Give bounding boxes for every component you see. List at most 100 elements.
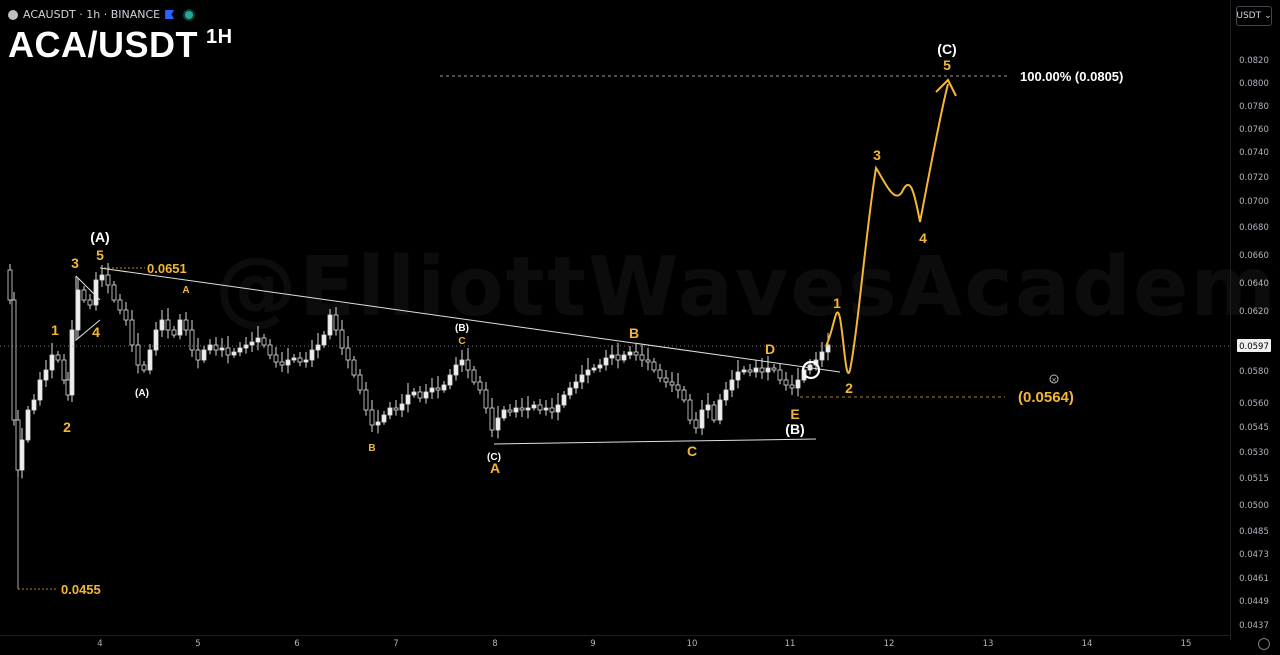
candle-body bbox=[795, 379, 801, 389]
candle-body bbox=[201, 349, 207, 361]
candle-body bbox=[711, 404, 717, 421]
candle-body bbox=[339, 329, 345, 349]
time-axis[interactable] bbox=[0, 635, 1230, 655]
candle-body bbox=[645, 359, 651, 363]
price-tick-label: 0.0449 bbox=[1239, 597, 1269, 607]
candle-body bbox=[75, 289, 81, 331]
candle-body bbox=[111, 284, 117, 301]
price-tick-label: 0.0720 bbox=[1239, 173, 1269, 183]
candle-body bbox=[31, 399, 37, 411]
time-tick-label: 8 bbox=[492, 639, 497, 649]
candle-body bbox=[489, 407, 495, 431]
candle-body bbox=[183, 319, 189, 331]
candle-body bbox=[411, 391, 417, 396]
candle-body bbox=[327, 314, 333, 336]
candle-body bbox=[735, 371, 741, 381]
symbol-text: ACAUSDT · 1h · BINANCE bbox=[23, 8, 161, 21]
candle-body bbox=[621, 354, 627, 361]
candle-body bbox=[49, 354, 55, 371]
watermark: @ElliottWavesAcademy bbox=[215, 240, 1280, 335]
candle-body bbox=[231, 351, 237, 356]
candle-body bbox=[603, 357, 609, 366]
projection-path bbox=[825, 83, 949, 374]
level-label: (0.0564) bbox=[1018, 389, 1074, 406]
time-tick-label: 4 bbox=[97, 639, 102, 649]
candle-body bbox=[609, 354, 615, 359]
candle-body bbox=[783, 379, 789, 386]
candle-body bbox=[69, 329, 75, 396]
top-bar: ACAUSDT · 1h · BINANCE bbox=[0, 0, 1230, 30]
time-tick-label: 10 bbox=[687, 639, 698, 649]
candle-body bbox=[351, 359, 357, 376]
candle-body bbox=[195, 349, 201, 361]
candle-body bbox=[399, 403, 405, 411]
candle-body bbox=[19, 439, 25, 471]
symbol-info[interactable]: ACAUSDT · 1h · BINANCE bbox=[8, 8, 194, 21]
wave-label-orange: D bbox=[765, 341, 775, 357]
candle-body bbox=[189, 329, 195, 351]
settings-icon[interactable] bbox=[1258, 638, 1270, 650]
candle-body bbox=[117, 299, 123, 311]
candle-body bbox=[699, 409, 705, 429]
price-axis-labels: 0.0820 0.0800 0.0780 0.0760 0.0740 0.0720 0.07… bbox=[1237, 56, 1271, 631]
candle-body bbox=[435, 387, 441, 391]
candle-body bbox=[693, 419, 699, 429]
wave-label-orange: 4 bbox=[92, 324, 100, 340]
candle-body bbox=[405, 394, 411, 405]
candle-body bbox=[255, 337, 261, 343]
candle-body bbox=[171, 329, 177, 336]
candle-body bbox=[513, 407, 519, 413]
candle-body bbox=[285, 359, 291, 366]
wave-label-orange: C bbox=[687, 443, 697, 459]
candle-body bbox=[43, 369, 49, 381]
time-tick-label: 5 bbox=[195, 639, 200, 649]
currency-button[interactable]: USDT ⌄ bbox=[1236, 6, 1272, 26]
breakout-circle bbox=[801, 360, 821, 380]
wave-label-orange: E bbox=[790, 406, 799, 422]
wave-label-orange: A bbox=[182, 285, 189, 296]
wave-label-white: (C) bbox=[487, 452, 501, 463]
market-status-icon bbox=[185, 10, 194, 19]
price-tick-label: 0.0700 bbox=[1239, 197, 1269, 207]
candles-layer bbox=[7, 263, 831, 479]
candle-body bbox=[147, 349, 153, 371]
candle-body bbox=[651, 361, 657, 371]
candle-body bbox=[381, 414, 387, 423]
wave-label-orange: 1 bbox=[833, 295, 841, 311]
cross-marker-glyph: × bbox=[1051, 376, 1057, 384]
candle-body bbox=[729, 379, 735, 391]
candle-body bbox=[321, 334, 327, 346]
candle-body bbox=[417, 391, 423, 399]
candle-body bbox=[453, 364, 459, 376]
chevron-down-icon: ⌄ bbox=[1264, 11, 1272, 21]
candle-body bbox=[495, 417, 501, 431]
candle-body bbox=[213, 344, 219, 351]
flag-icon[interactable] bbox=[165, 10, 175, 19]
candle-body bbox=[639, 354, 645, 361]
price-tick-label: 0.0560 bbox=[1239, 399, 1269, 409]
price-axis[interactable] bbox=[1230, 0, 1280, 640]
candle-body bbox=[423, 391, 429, 399]
candle-body bbox=[483, 389, 489, 409]
candle-body bbox=[15, 419, 21, 471]
wave-label-white: (A) bbox=[135, 388, 149, 399]
candle-body bbox=[465, 359, 471, 371]
symbol-logo-icon bbox=[8, 9, 18, 20]
candle-body bbox=[741, 369, 747, 373]
candle-body bbox=[717, 399, 723, 421]
wave-label-orange: 1 bbox=[51, 322, 59, 338]
candle-body bbox=[25, 409, 31, 441]
price-tick-label: 0.0485 bbox=[1239, 527, 1269, 537]
candle-body bbox=[825, 344, 831, 353]
candle-body bbox=[723, 389, 729, 401]
candle-body bbox=[309, 349, 315, 361]
currency-label: USDT bbox=[1236, 11, 1262, 21]
candle-body bbox=[753, 367, 759, 373]
wave-label-orange: B bbox=[368, 443, 375, 454]
time-axis-labels: 4 5 6 7 8 9 10 11 12 13 14 15 bbox=[97, 639, 1191, 649]
wave-label-white: (A) bbox=[90, 229, 109, 245]
current-price-label: 0.0597 bbox=[1239, 342, 1269, 352]
price-tick-label: 0.0800 bbox=[1239, 79, 1269, 89]
candle-body bbox=[303, 359, 309, 363]
